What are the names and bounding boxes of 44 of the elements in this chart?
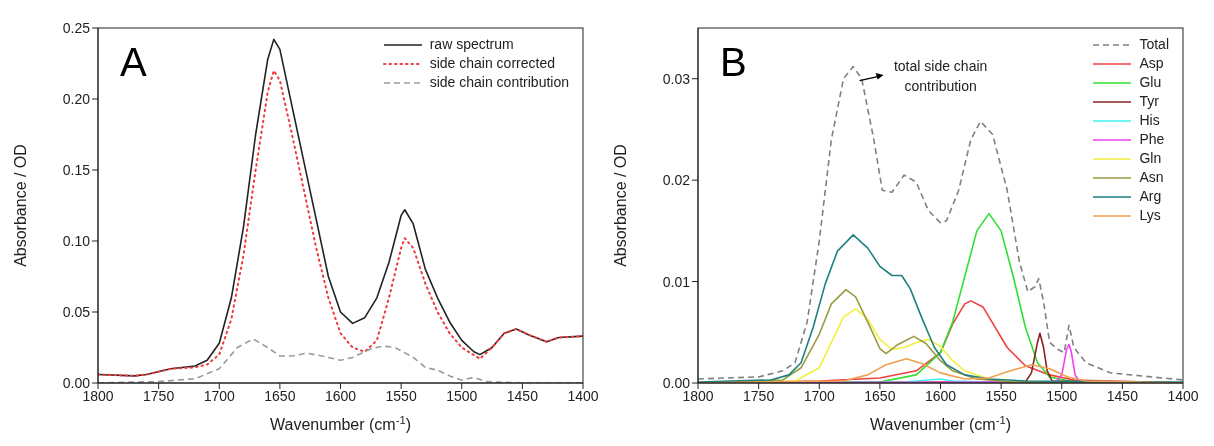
x-tick-label: 1500 [1046, 387, 1078, 404]
legend-label: His [1139, 111, 1160, 130]
y-tick-label: 0.03 [662, 70, 691, 87]
legend-label: Arg [1139, 187, 1162, 206]
legend-label: Asp [1139, 54, 1164, 73]
x-tick-label: 1600 [324, 387, 357, 404]
x-tick-label: 1650 [264, 387, 296, 404]
x-tick-label: 1400 [567, 387, 599, 404]
x-tick-label: 1700 [203, 387, 236, 404]
legend-label: raw spectrum [429, 35, 514, 54]
legend-label: Asn [1139, 168, 1164, 187]
x-tick-label: 1550 [385, 387, 417, 404]
legend-label: Tyr [1139, 92, 1159, 111]
legend-label: Phe [1139, 130, 1165, 149]
x-tick-label: 1400 [1167, 387, 1199, 404]
legend-label: side chain corrected [429, 54, 555, 73]
x-tick-label: 1500 [446, 387, 478, 404]
x-axis-title: Wavenumber (cm$^{-1}$) [870, 414, 1011, 433]
y-axis-title: Absorbance / OD [611, 144, 629, 267]
y-tick-label: 0.05 [62, 303, 91, 320]
annotation: A [120, 40, 147, 84]
y-tick-label: 0.02 [662, 172, 691, 189]
y-axis-title: Absorbance / OD [11, 144, 29, 267]
legend-label: Glu [1139, 73, 1162, 92]
legend-label: Total [1139, 35, 1169, 54]
x-tick-label: 1650 [864, 387, 896, 404]
y-tick-label: 0.01 [662, 273, 691, 290]
x-axis-title: Wavenumber (cm$^{-1}$) [270, 414, 411, 433]
annotation: total side chain contribution [893, 57, 988, 94]
annotation: B [720, 40, 747, 84]
legend-label: Lys [1139, 206, 1161, 225]
y-tick-label: 0.15 [62, 161, 91, 178]
legend-label: Gln [1139, 149, 1162, 168]
y-tick-label: 0.25 [62, 19, 91, 36]
x-tick-label: 1600 [924, 387, 957, 404]
y-tick-label: 0.10 [62, 232, 91, 249]
x-tick-label: 1750 [743, 387, 775, 404]
x-tick-label: 1550 [985, 387, 1017, 404]
y-tick-label: 0.20 [62, 90, 91, 107]
x-tick-label: 1450 [1106, 387, 1139, 404]
x-tick-label: 1750 [143, 387, 175, 404]
legend-label: side chain contribution [429, 73, 569, 92]
x-tick-label: 1450 [506, 387, 539, 404]
x-tick-label: 1700 [803, 387, 836, 404]
